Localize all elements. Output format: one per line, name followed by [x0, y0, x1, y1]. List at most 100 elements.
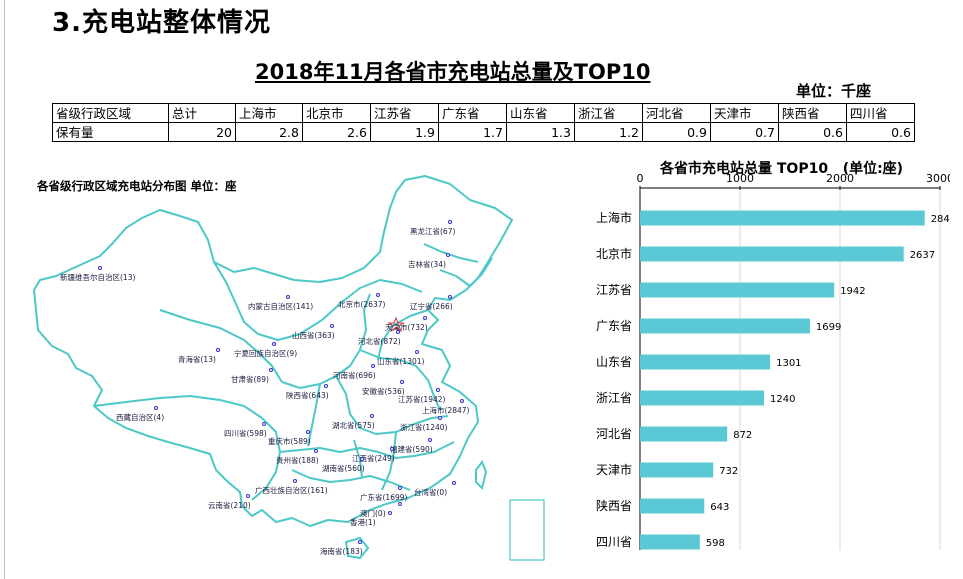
map-marker-icon — [446, 253, 450, 257]
table-cell: 2.6 — [302, 122, 371, 142]
map-province-label: 四川省(598) — [224, 429, 267, 438]
table-cell: 0.9 — [642, 122, 711, 142]
map-province-label: 甘肃省(89) — [231, 375, 269, 384]
map-marker-icon — [306, 430, 310, 434]
map-marker-icon — [452, 481, 456, 485]
summary-header-row: 省级行政区域 总计 上海市 北京市 江苏省 广东省 山东省 浙江省 河北省 天津… — [52, 103, 915, 123]
summary-value-row: 保有量 20 2.8 2.6 1.9 1.7 1.3 1.2 0.9 0.7 0… — [52, 122, 915, 142]
map-marker-icon — [428, 438, 432, 442]
section-title: 3.充电站整体情况 — [52, 8, 271, 38]
map-marker-icon — [216, 348, 220, 352]
table-header-cell: 省级行政区域 — [52, 103, 169, 123]
map-province-label: 贵州省(188) — [276, 456, 319, 465]
chart-bar — [640, 210, 925, 226]
map-province-label: 浙江省(1240) — [400, 423, 448, 432]
table-row-label: 保有量 — [52, 122, 169, 142]
map-province-label: 广西壮族自治区(161) — [255, 486, 328, 495]
map-marker-icon — [448, 220, 452, 224]
table-cell: 0.6 — [778, 122, 847, 142]
chart-bar — [640, 282, 835, 298]
table-cell: 20 — [168, 122, 236, 142]
bar-value-label: 2637 — [910, 250, 935, 261]
map-province-label: 陕西省(643) — [286, 391, 329, 400]
map-marker-icon — [398, 486, 402, 490]
table-header-cell: 河北省 — [642, 103, 711, 123]
table-cell: 0.7 — [710, 122, 779, 142]
map-province-label: 北京市(2637) — [338, 300, 386, 309]
table-header-cell: 浙江省 — [574, 103, 643, 123]
china-map-outline — [33, 175, 545, 561]
chart-bar — [640, 318, 810, 334]
map-province-label: 天津市(732) — [385, 323, 428, 332]
chart-bar — [640, 498, 705, 514]
map-marker-icon — [370, 414, 374, 418]
chart-bar — [640, 246, 904, 262]
y-category-label: 陕西省 — [596, 498, 632, 513]
table-header-cell: 四川省 — [846, 103, 915, 123]
table-header-cell: 北京市 — [302, 103, 371, 123]
map-province-label: 福建省(590) — [390, 445, 433, 454]
x-tick-label: 0 — [637, 172, 644, 185]
table-cell: 1.3 — [506, 122, 575, 142]
map-marker-icon — [438, 416, 442, 420]
map-marker-icon — [371, 364, 375, 368]
map-marker-icon — [360, 457, 364, 461]
table-cell: 1.7 — [438, 122, 507, 142]
map-province-label: 江苏省(1942) — [398, 395, 446, 404]
table-header-cell: 天津市 — [710, 103, 779, 123]
map-marker-icon — [436, 388, 440, 392]
map-title: 各省级行政区域充电站分布图 单位：座 — [37, 179, 237, 193]
bar-value-label: 1699 — [816, 322, 841, 333]
table-header-cell: 总计 — [168, 103, 236, 123]
map-marker-icon — [423, 316, 427, 320]
summary-table: 省级行政区域 总计 上海市 北京市 江苏省 广东省 山东省 浙江省 河北省 天津… — [52, 103, 915, 142]
map-province-label: 吉林省(34) — [408, 260, 446, 269]
map-province-label: 内蒙古自治区(141) — [248, 302, 314, 311]
map-marker-icon — [376, 293, 380, 297]
bar-value-label: 732 — [719, 466, 738, 477]
x-tick-label: 2000 — [826, 172, 854, 185]
chart-bar — [640, 390, 764, 406]
map-province-label: 上海市(2847) — [422, 406, 470, 415]
chart-title: 各省市充电站总量 TOP10 (单位:座) — [660, 161, 904, 177]
table-header-cell: 广东省 — [438, 103, 507, 123]
map-marker-icon — [246, 494, 250, 498]
chart-bar — [640, 354, 771, 370]
map-province-label: 湖北省(575) — [332, 421, 375, 430]
map-province-label: 宁夏回族自治区(9) — [234, 349, 298, 358]
map-province-label: 云南省(210) — [208, 501, 251, 510]
y-category-label: 广东省 — [596, 319, 632, 333]
map-marker-icon — [388, 511, 392, 515]
map-province-label: 香港(1) — [350, 518, 376, 527]
table-header-cell: 江苏省 — [370, 103, 439, 123]
map-marker-icon — [262, 422, 266, 426]
map-marker-icon — [448, 295, 452, 299]
bar-value-label: 598 — [706, 538, 725, 549]
table-cell: 2.8 — [235, 122, 303, 142]
y-category-label: 四川省 — [596, 535, 632, 549]
map-marker-icon — [390, 447, 394, 451]
y-category-label: 上海市 — [596, 210, 632, 225]
chart-bar — [640, 426, 728, 442]
x-tick-label: 1000 — [726, 172, 754, 185]
table-cell: 1.2 — [574, 122, 643, 142]
capital-star-icon — [387, 316, 405, 333]
map-province-label: 河南省(696) — [333, 371, 376, 380]
china-map: 黑龙江省(67) 吉林省(34) 新疆维吾尔自治区(13) 内蒙古自治区(141) 北京… — [30, 170, 550, 575]
map-province-label: 山东省(1301) — [377, 357, 425, 366]
y-category-label: 山东省 — [596, 355, 632, 369]
map-province-label: 广东省(1699) — [360, 493, 408, 502]
chart-bar — [640, 462, 714, 478]
y-category-label: 江苏省 — [596, 283, 632, 297]
bar-value-label: 1240 — [770, 394, 795, 405]
top10-bar-chart: 0 1000 2000 3000 上海市 2847 北京市 2637 江苏省 1942 广东省 169… — [596, 172, 950, 550]
table-cell: 0.6 — [846, 122, 915, 142]
table-cell: 1.9 — [370, 122, 439, 142]
bar-value-label: 1301 — [776, 358, 801, 369]
map-marker-icon — [272, 342, 276, 346]
map-province-label: 河北省(872) — [358, 337, 401, 346]
map-province-label: 安徽省(536) — [362, 387, 405, 396]
map-province-label: 辽宁省(266) — [410, 302, 453, 311]
y-category-label: 天津市 — [596, 462, 632, 477]
map-marker-icon — [154, 406, 158, 410]
